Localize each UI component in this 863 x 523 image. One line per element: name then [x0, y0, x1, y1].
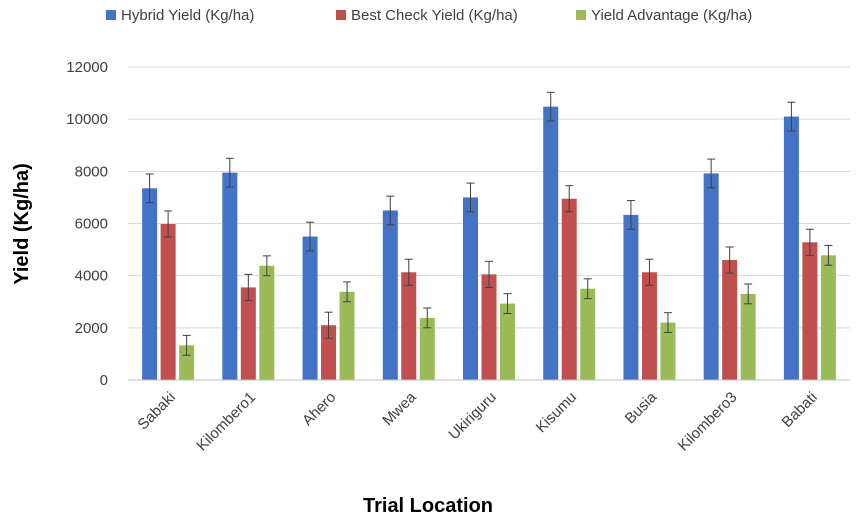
- x-tick-label: Kilombero3: [675, 389, 741, 455]
- bar-best-check-yield-kg-ha-kilombero3: [722, 260, 738, 380]
- bar-best-check-yield-kg-ha-busia: [641, 272, 657, 380]
- y-tick-label: 6000: [75, 216, 108, 233]
- bar-best-check-yield-kg-ha-kisumu: [561, 198, 577, 380]
- bar-best-check-yield-kg-ha-sabaki: [160, 224, 176, 380]
- bar-yield-advantage-kg-ha-babati: [820, 255, 836, 380]
- bar-yield-advantage-kg-ha-ahero: [339, 291, 355, 380]
- y-axis-title: Yield (Kg/ha): [11, 163, 33, 284]
- bar-best-check-yield-kg-ha-ahero: [321, 325, 337, 380]
- y-tick-label: 2000: [75, 320, 108, 337]
- bar-best-check-yield-kg-ha-babati: [802, 242, 818, 380]
- legend-swatch-hybrid-yield-kg-ha: [106, 10, 116, 20]
- bar-hybrid-yield-kg-ha-kilombero3: [703, 173, 719, 380]
- bar-yield-advantage-kg-ha-sabaki: [179, 345, 195, 380]
- y-tick-label: 8000: [75, 163, 108, 180]
- y-tick-label: 12000: [66, 59, 108, 76]
- chart-bars: [142, 91, 836, 380]
- bar-yield-advantage-kg-ha-ukiriguru: [500, 303, 515, 380]
- x-tick-label: Ukiriguru: [445, 389, 499, 443]
- bar-hybrid-yield-kg-ha-kisumu: [543, 106, 559, 380]
- bar-hybrid-yield-kg-ha-kilombero1: [222, 172, 238, 380]
- x-tick-label: Babati: [779, 389, 821, 431]
- x-tick-label: Kisumu: [533, 389, 580, 436]
- bar-best-check-yield-kg-ha-ukiriguru: [481, 274, 497, 380]
- bar-yield-advantage-kg-ha-busia: [660, 322, 676, 380]
- x-tick-label: Kilombero1: [193, 389, 259, 455]
- bar-hybrid-yield-kg-ha-sabaki: [142, 188, 158, 380]
- x-tick-label: Mwea: [379, 388, 420, 429]
- bar-hybrid-yield-kg-ha-ukiriguru: [463, 197, 478, 380]
- bar-hybrid-yield-kg-ha-mwea: [382, 210, 398, 380]
- bar-yield-advantage-kg-ha-mwea: [419, 317, 435, 380]
- y-axis-ticks: 0 2000 4000 6000 8000 10000 12000: [66, 59, 108, 389]
- legend-label: Hybrid Yield (Kg/ha): [121, 7, 254, 24]
- chart-legend: Hybrid Yield (Kg/ha) Best Check Yield (Kg…: [106, 7, 752, 24]
- bar-hybrid-yield-kg-ha-babati: [783, 116, 799, 380]
- bar-yield-advantage-kg-ha-kilombero1: [259, 265, 275, 380]
- bar-hybrid-yield-kg-ha-busia: [623, 214, 639, 380]
- y-tick-label: 4000: [75, 268, 108, 285]
- bar-yield-advantage-kg-ha-kilombero3: [740, 293, 756, 380]
- legend-label: Best Check Yield (Kg/ha): [351, 7, 518, 24]
- legend-swatch-best-check-yield-kg-ha: [336, 10, 346, 20]
- y-tick-label: 10000: [66, 111, 108, 128]
- bar-best-check-yield-kg-ha-kilombero1: [240, 287, 256, 380]
- x-tick-label: Ahero: [299, 389, 339, 429]
- legend-swatch-yield-advantage-kg-ha: [576, 10, 586, 20]
- legend-label: Yield Advantage (Kg/ha): [591, 7, 752, 24]
- bar-yield-advantage-kg-ha-kisumu: [580, 288, 596, 380]
- bar-best-check-yield-kg-ha-mwea: [401, 272, 417, 380]
- x-axis-title: Trial Location: [363, 495, 493, 517]
- x-tick-label: Sabaki: [134, 389, 178, 433]
- x-tick-label: Busia: [622, 388, 661, 427]
- x-axis-ticks: Sabaki Kilombero1 Ahero Mwea Ukiriguru Kisumu…: [134, 388, 820, 454]
- y-tick-label: 0: [100, 372, 108, 389]
- bar-hybrid-yield-kg-ha-ahero: [302, 236, 318, 380]
